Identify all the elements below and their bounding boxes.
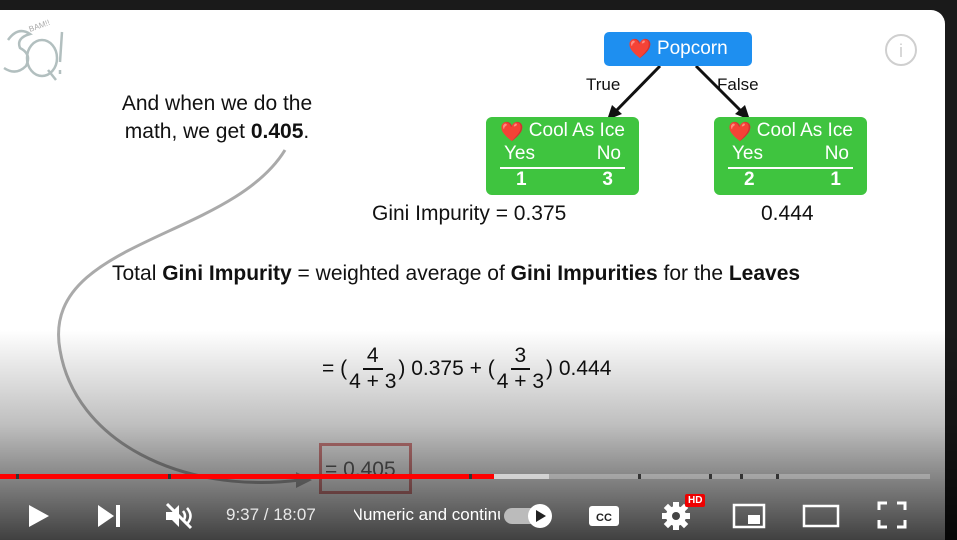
note-value: 0.405: [250, 120, 304, 143]
theater-icon[interactable]: [802, 503, 840, 529]
heart-icon: ❤️: [500, 122, 524, 143]
chapter-gap: [776, 474, 779, 479]
svg-text:CC: CC: [596, 512, 612, 524]
leaf-yes-header: Yes: [732, 143, 763, 164]
explanation-note: And when we do the math, we get 0.405.: [92, 90, 342, 146]
chapter-gap: [16, 474, 19, 479]
leaf-yes-header: Yes: [504, 143, 535, 164]
leaf-label: Cool As Ice: [528, 120, 625, 141]
cc-icon[interactable]: CC: [587, 503, 621, 529]
leaf-label: Cool As Ice: [756, 120, 853, 141]
leaf-divider: [728, 167, 853, 169]
leaf-no-count: 3: [602, 169, 613, 190]
left-gini-impurity: Gini Impurity = 0.375: [372, 202, 567, 225]
edge-label-false: False: [717, 75, 759, 94]
time-display: 9:37 / 18:07: [226, 505, 316, 524]
fullscreen-icon[interactable]: [876, 500, 908, 530]
tree-root-node: ❤️ Popcorn: [604, 32, 752, 66]
leaf-yes-count: 1: [516, 169, 527, 190]
chapter-gap: [469, 474, 472, 479]
root-label: Popcorn: [656, 38, 728, 59]
autoplay-toggle-icon[interactable]: [502, 503, 554, 529]
hd-badge: HD: [685, 494, 706, 507]
left-leaf-node: ❤️ Cool As Ice Yes No 1 3: [486, 117, 639, 195]
info-icon[interactable]: i: [884, 33, 918, 72]
progress-bar[interactable]: [0, 474, 930, 479]
play-icon[interactable]: [26, 503, 52, 529]
chapter-gap: [740, 474, 743, 479]
progress-played: [0, 474, 494, 479]
chapter-text: • Numeric and continuous variables: [354, 505, 500, 524]
note-line-2: math, we get 0.405.: [124, 120, 310, 143]
video-frame: BAM!! i And when we do the math, we get …: [0, 10, 945, 540]
chapter-gap: [709, 474, 712, 479]
chapter-gap: [168, 474, 171, 479]
statquest-logo: BAM!!: [0, 10, 78, 101]
settings-icon[interactable]: [660, 500, 692, 532]
result-box: = 0.405: [319, 443, 412, 494]
leaf-no-count: 1: [830, 169, 841, 190]
chapter-gap: [638, 474, 641, 479]
chapter-title[interactable]: • Numeric and continuous variables: [354, 500, 500, 530]
heart-icon: ❤️: [628, 39, 652, 60]
edge-label-true: True: [586, 75, 621, 94]
leaf-yes-count: 2: [744, 169, 755, 190]
next-icon[interactable]: [95, 503, 123, 529]
right-leaf-node: ❤️ Cool As Ice Yes No 2 1: [714, 117, 867, 195]
leaf-no-header: No: [596, 143, 621, 164]
leaf-divider: [500, 167, 625, 169]
heart-icon: ❤️: [728, 122, 752, 143]
note-line-1: And when we do the: [121, 92, 313, 115]
muted-icon[interactable]: [163, 502, 195, 530]
leaf-no-header: No: [824, 143, 849, 164]
total-gini-definition: Total Gini Impurity = weighted average o…: [112, 262, 801, 285]
miniplayer-icon[interactable]: [732, 502, 766, 530]
svg-text:i: i: [899, 41, 903, 61]
right-gini-impurity: 0.444: [761, 202, 814, 225]
